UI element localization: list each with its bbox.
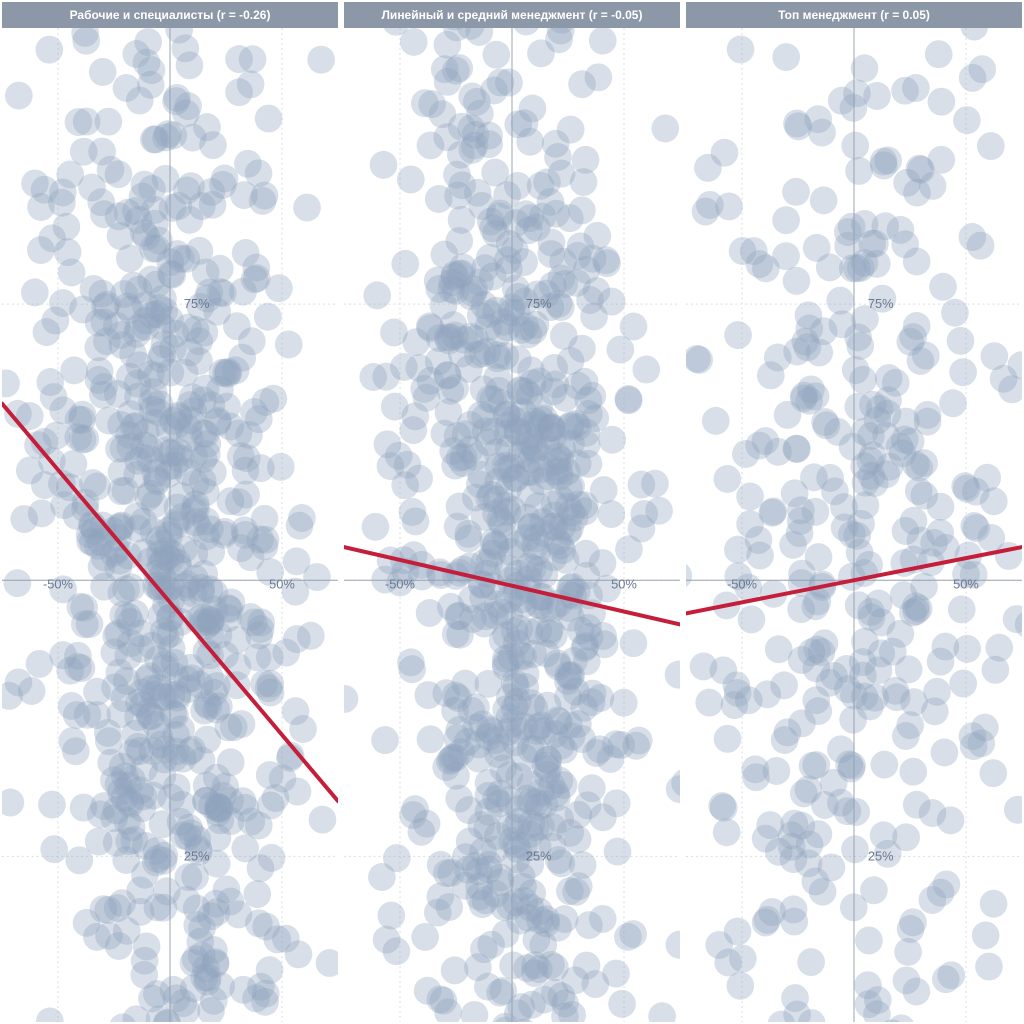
svg-text:75%: 75% xyxy=(184,296,210,311)
svg-text:75%: 75% xyxy=(868,296,894,311)
plot-area: -50% 50% 25% 75% xyxy=(344,28,680,1022)
scatter-points xyxy=(2,28,338,1022)
chart-panel-2: Топ менеджмент (r = 0.05) -50% 50% 25% 75% xyxy=(686,2,1022,1022)
svg-text:50%: 50% xyxy=(611,577,637,592)
plot-area: -50% 50% 25% 75% xyxy=(686,28,1022,1022)
svg-text:25%: 25% xyxy=(868,848,894,863)
svg-text:-50%: -50% xyxy=(385,577,416,592)
plot-area: -50% 50% 25% 75% xyxy=(2,28,338,1022)
svg-text:50%: 50% xyxy=(953,577,979,592)
panel-title: Линейный и средний менеджмент (r = -0.05… xyxy=(344,2,680,28)
chart-panel-1: Линейный и средний менеджмент (r = -0.05… xyxy=(344,2,680,1022)
svg-text:-50%: -50% xyxy=(727,577,758,592)
panel-title: Рабочие и специалисты (r = -0.26) xyxy=(2,2,338,28)
svg-text:25%: 25% xyxy=(526,848,552,863)
svg-text:-50%: -50% xyxy=(43,577,74,592)
scatter-points xyxy=(344,28,680,1022)
svg-text:25%: 25% xyxy=(184,848,210,863)
svg-text:75%: 75% xyxy=(526,296,552,311)
svg-text:50%: 50% xyxy=(269,577,295,592)
chart-panel-0: Рабочие и специалисты (r = -0.26) -50% 50%… xyxy=(2,2,338,1022)
panel-title: Топ менеджмент (r = 0.05) xyxy=(686,2,1022,28)
